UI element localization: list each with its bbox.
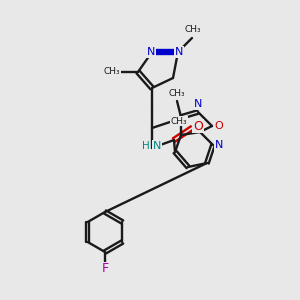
Text: N: N: [175, 47, 183, 57]
Text: CH₃: CH₃: [171, 116, 187, 125]
Text: N: N: [194, 99, 202, 109]
Text: N: N: [215, 140, 223, 150]
Text: N: N: [153, 141, 161, 151]
Text: F: F: [101, 262, 109, 275]
Text: H: H: [142, 141, 150, 151]
Text: CH₃: CH₃: [104, 68, 120, 76]
Text: O: O: [193, 119, 203, 133]
Text: O: O: [214, 121, 224, 131]
Text: N: N: [147, 47, 155, 57]
Text: CH₃: CH₃: [169, 88, 185, 98]
Text: CH₃: CH₃: [185, 26, 201, 34]
